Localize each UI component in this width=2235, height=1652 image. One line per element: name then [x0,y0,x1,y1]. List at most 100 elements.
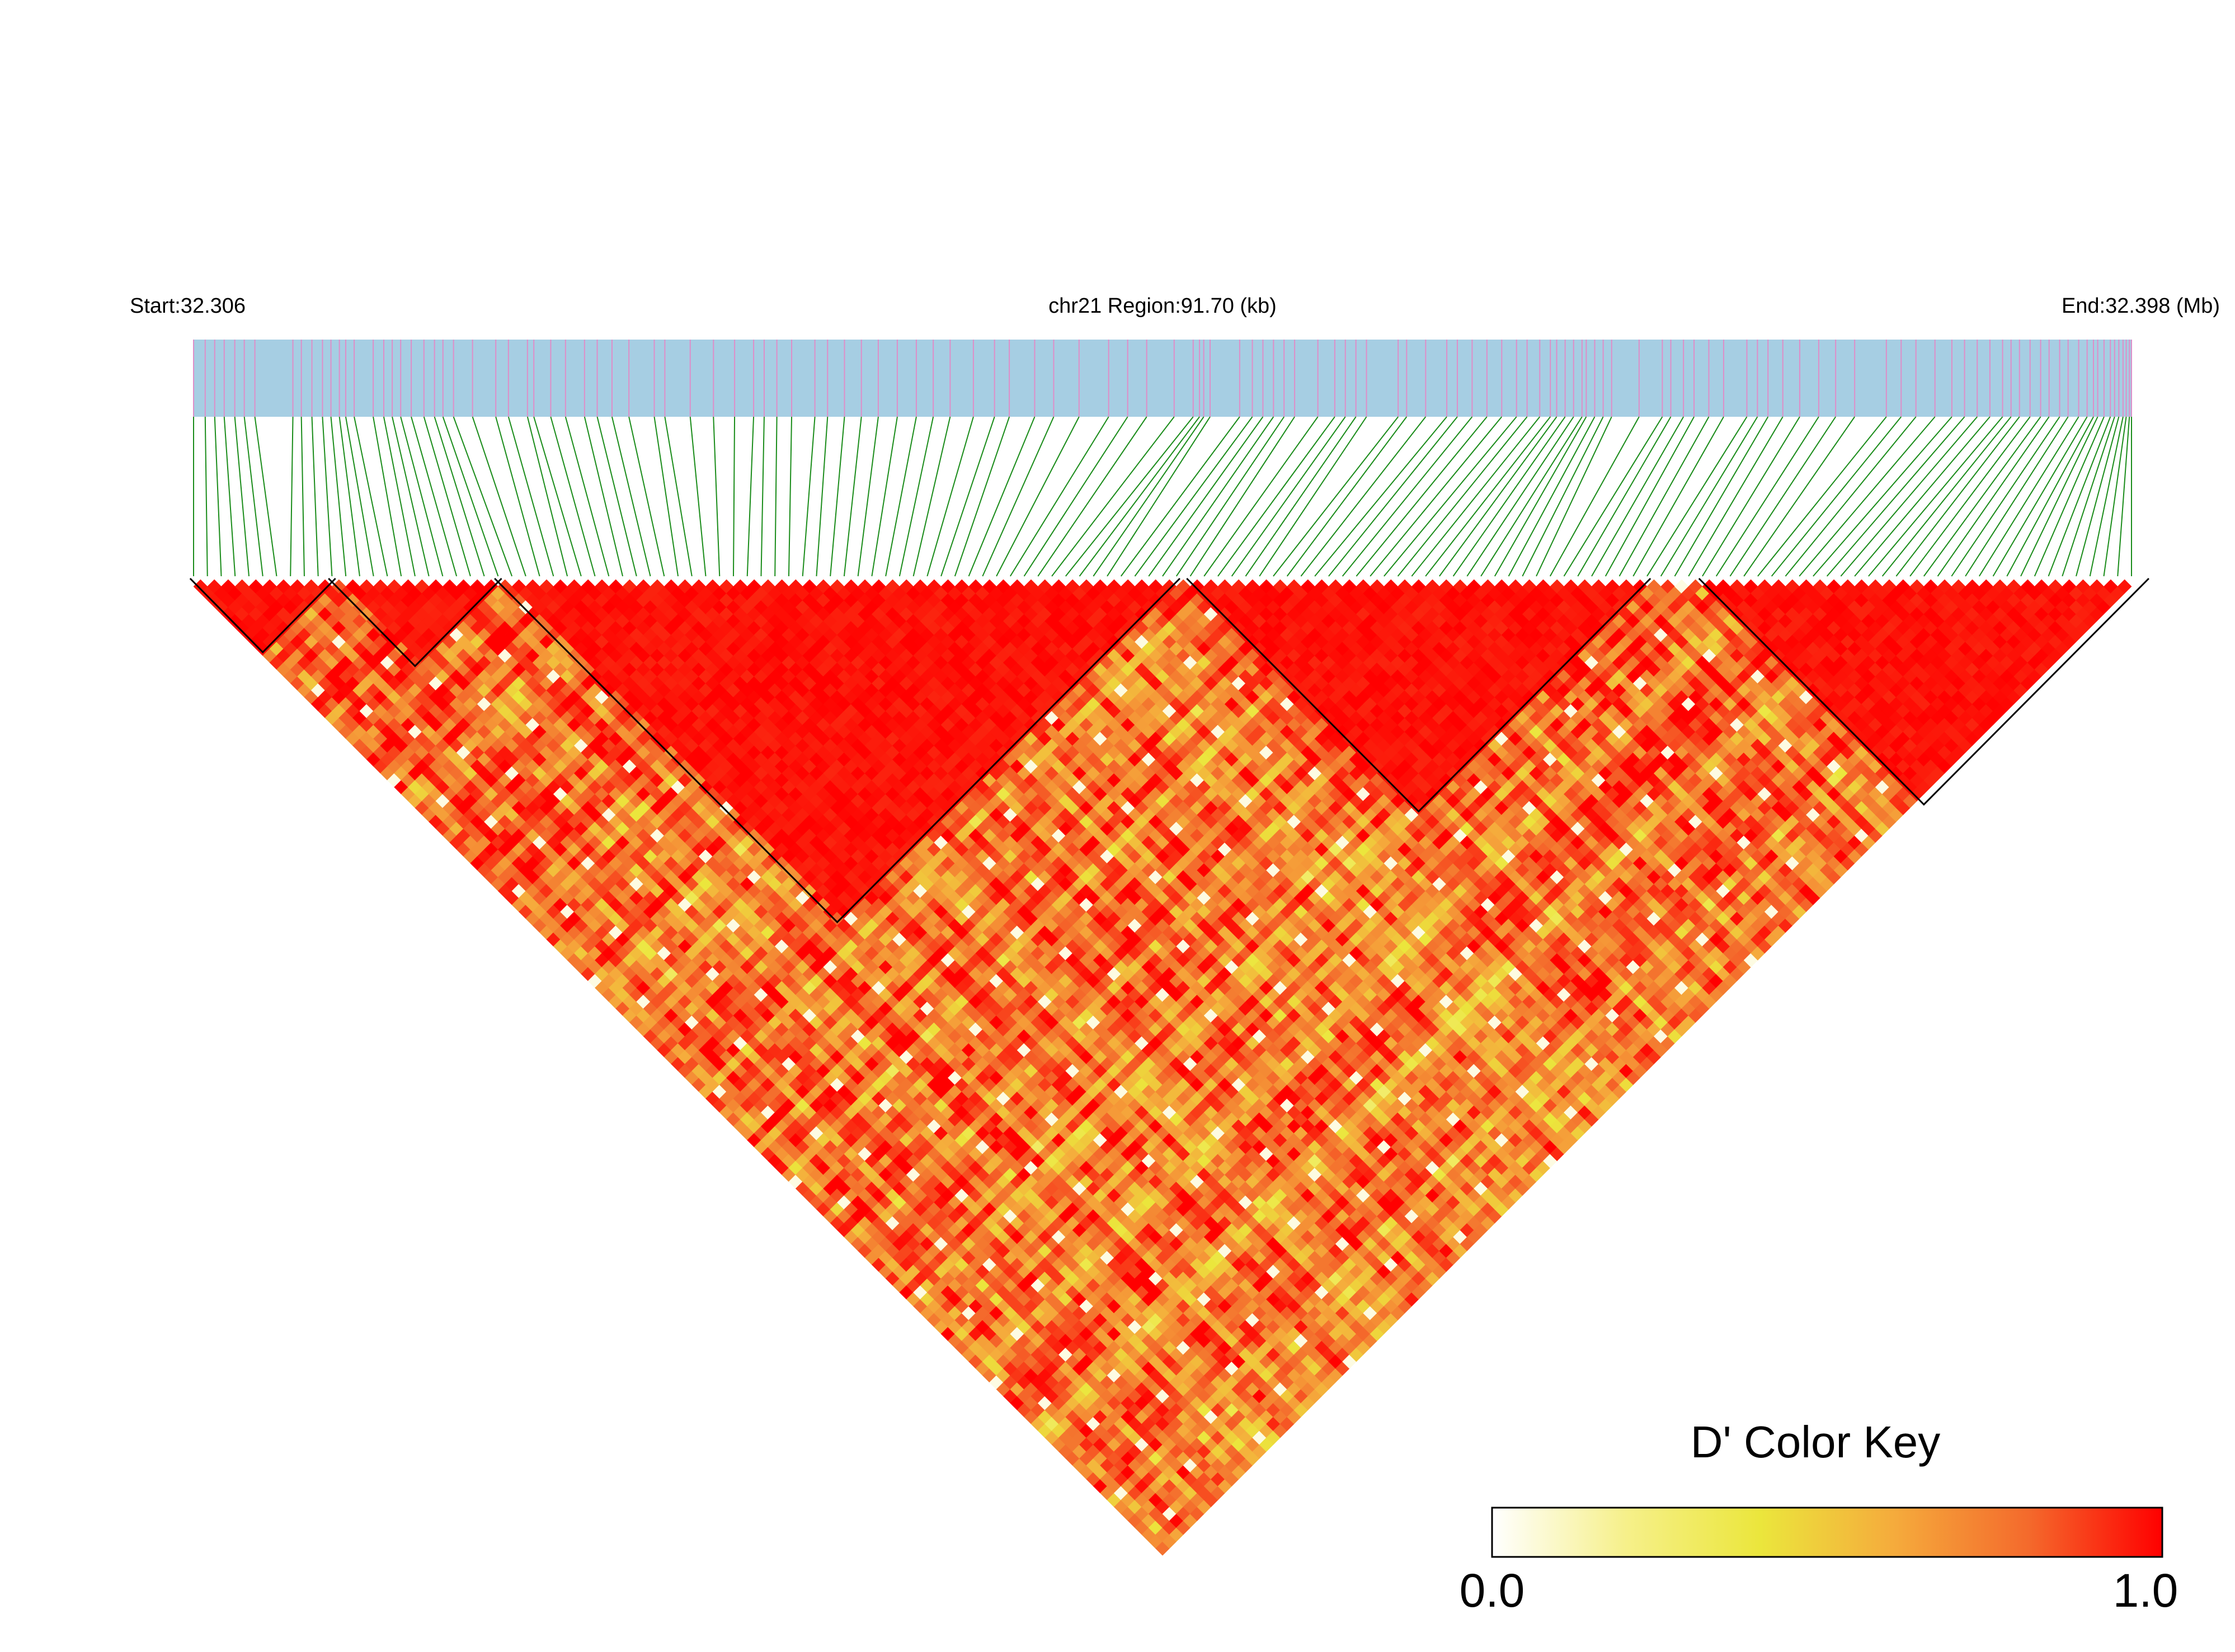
snp-connector [1660,416,1758,577]
start-label: Start:32.306 [130,294,246,318]
snp-connector [373,416,402,577]
snp-connector [1951,416,2060,577]
snp-connector [1826,416,1965,577]
snp-connector [526,416,568,577]
snp-connector [2117,416,2130,577]
snp-connector [1978,416,2079,577]
snp-connector [434,416,485,577]
snp-track [193,340,2132,417]
snp-connector [898,416,934,577]
snp-connector [1840,416,1978,577]
snp-connector [533,416,582,577]
snp-connector [857,416,879,577]
snp-connector [1107,416,1211,577]
snp-connector [1259,416,1367,577]
snp-connector [1342,416,1473,577]
snp-connector [584,416,624,577]
snp-connector [1286,416,1408,577]
snp-connector [1854,416,1991,577]
snp-connector [1868,416,2003,577]
snp-connector [1231,416,1346,577]
snp-connector [1203,416,1319,577]
snp-connector [713,416,721,577]
snp-connector [1909,416,2031,577]
snp-connector [871,416,898,577]
snp-connector [1356,416,1488,577]
snp-connector [774,416,778,577]
snp-connector [1702,416,1800,577]
snp-connector [1452,416,1566,577]
snp-connector [1384,416,1517,577]
snp-connector [732,416,736,577]
snp-connector [2103,416,2127,577]
snp-connector [338,416,360,577]
snp-connector [2020,416,2098,577]
snp-connector [2006,416,2094,577]
snp-connector [1771,416,1902,577]
snp-connector [1065,416,1194,577]
end-label: End:32.398 (Mb) [2062,294,2220,318]
snp-connector [1536,416,1612,577]
snp-connector [311,416,319,577]
snp-connector [1162,416,1274,577]
snp-connector [507,416,554,577]
snp-connector [1051,416,1175,577]
snp-connector [1425,416,1551,577]
snp-connector [1618,416,1710,577]
snp-connector [1522,416,1604,577]
snp-connector [322,416,333,577]
snp-connector [653,416,679,577]
snp-connector [550,416,596,577]
snp-connector [330,416,347,577]
snp-connector [1715,416,1819,577]
snp-connector [1439,416,1558,577]
snp-connector [968,416,1036,577]
snp-connector [1895,416,2020,577]
snp-connector [1799,416,1936,577]
snp-connector [1134,416,1253,577]
snp-connector [788,416,793,577]
snp-connector [472,416,526,577]
snp-connector [1646,416,1748,577]
snp-ticks [193,340,2132,417]
snp-connector [1411,416,1541,577]
snp-connector [243,416,264,577]
snp-connector [204,416,208,577]
snp-connector [1577,416,1672,577]
snp-connector [2062,416,2115,577]
snp-connector [290,416,294,577]
snp-connector [689,416,707,577]
snp-connector [223,416,236,577]
snp-connector [926,416,974,577]
snp-connector [1314,416,1447,577]
snp-connector [1674,416,1769,577]
snp-track-background [194,340,2132,417]
snp-connector [495,416,540,577]
snp-connector [1189,416,1295,577]
snp-connector [442,416,499,577]
snp-connector [596,416,637,577]
snp-connector [1632,416,1724,577]
snp-connector [345,416,374,577]
snp-connector [628,416,665,577]
snp-connector [1397,416,1528,577]
snp-connector [1965,416,2069,577]
snp-connector [1093,416,1204,577]
snp-connector [1300,416,1427,577]
snp-connector [982,416,1055,577]
snp-connector [760,416,765,577]
snp-connector [1273,416,1399,577]
snp-connector [1923,416,2041,577]
snp-connector [383,416,416,577]
snp-connector [802,416,816,577]
snp-connector [996,416,1080,577]
snp-connector [2076,416,2120,577]
snp-connector [2048,416,2111,577]
snp-connector [1992,416,2088,577]
snp-connector [843,416,862,577]
snp-connector [1757,416,1887,577]
snp-connector [1729,416,1836,577]
snp-connector [1037,416,1147,577]
snp-connector [1023,416,1128,577]
snp-connector [1688,416,1784,577]
